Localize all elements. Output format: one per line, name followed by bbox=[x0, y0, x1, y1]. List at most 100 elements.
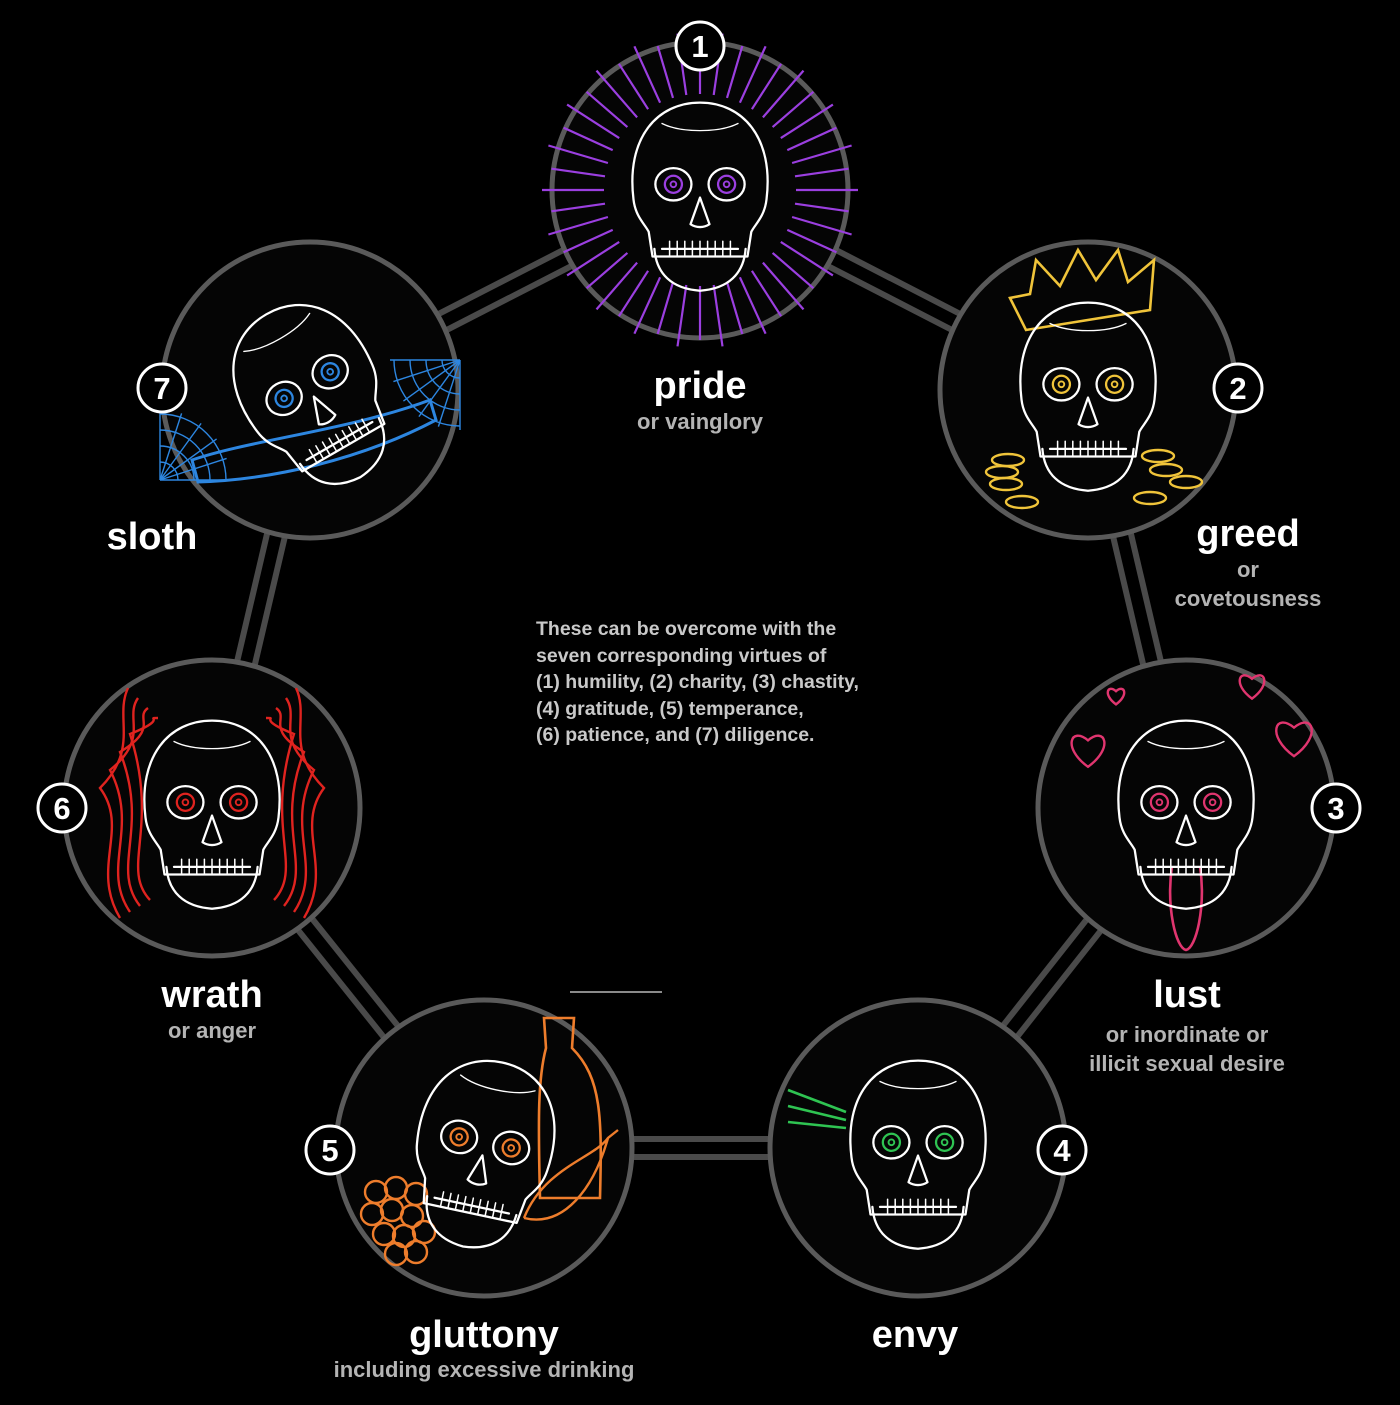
badge-number: 5 bbox=[321, 1133, 338, 1168]
cranium bbox=[143, 719, 281, 876]
coin bbox=[1148, 462, 1184, 478]
eye-socket bbox=[219, 785, 258, 820]
sin-envy: 4 bbox=[767, 997, 1088, 1299]
connector bbox=[822, 245, 966, 335]
tooth bbox=[454, 1194, 460, 1211]
flame bbox=[275, 707, 306, 907]
eye-iris bbox=[228, 792, 249, 812]
eye-iris bbox=[934, 1132, 955, 1152]
web-strand bbox=[159, 438, 218, 481]
heart bbox=[1106, 687, 1126, 706]
halo-ray bbox=[656, 45, 675, 99]
eye-iris bbox=[449, 1127, 469, 1147]
halo-ray bbox=[633, 45, 662, 104]
eye-pupil bbox=[234, 798, 243, 807]
eye-iris bbox=[175, 792, 196, 812]
sin-subtitle-line: or vainglory bbox=[637, 409, 763, 434]
virtues-note-line: (1) humility, (2) charity, (3) chastity, bbox=[536, 671, 859, 693]
sin-name-sloth: sloth bbox=[106, 516, 198, 558]
eye-pupil bbox=[181, 798, 190, 807]
tooth bbox=[484, 1200, 489, 1217]
halo-ray bbox=[617, 270, 650, 317]
halo-ray bbox=[585, 90, 629, 128]
badge-number: 6 bbox=[53, 791, 70, 826]
nasal-cavity bbox=[907, 1154, 929, 1187]
eye-iris bbox=[716, 174, 737, 194]
web-ring bbox=[159, 461, 179, 481]
number-badge-6: 6 bbox=[36, 782, 88, 834]
badge-ring bbox=[304, 1124, 356, 1176]
halo-ray bbox=[617, 63, 650, 110]
eye-socket bbox=[265, 380, 303, 417]
web-strand bbox=[402, 359, 461, 402]
halo-ray bbox=[750, 270, 783, 317]
connector bbox=[432, 245, 578, 335]
connector bbox=[628, 1136, 774, 1160]
badge-number: 1 bbox=[691, 29, 708, 64]
tooth bbox=[354, 422, 364, 437]
web-ring bbox=[159, 445, 195, 481]
eye-socket bbox=[654, 167, 693, 202]
coin bbox=[1168, 474, 1204, 490]
cranium bbox=[415, 1059, 556, 1225]
halo-ray bbox=[794, 167, 849, 178]
web-ring bbox=[159, 429, 211, 481]
sin-sloth: 7 bbox=[136, 239, 461, 541]
suture bbox=[1049, 322, 1127, 332]
suture bbox=[1147, 740, 1225, 750]
skull bbox=[1117, 719, 1255, 910]
nasal-cavity bbox=[1175, 814, 1197, 847]
eye-socket bbox=[1095, 367, 1134, 402]
badge-ring bbox=[136, 362, 188, 414]
halo-ray bbox=[738, 45, 767, 104]
sin-ring bbox=[61, 657, 363, 959]
cranium bbox=[1019, 301, 1157, 458]
badge-number: 7 bbox=[153, 371, 170, 406]
halo-ray bbox=[771, 90, 815, 128]
sin-ring bbox=[159, 239, 461, 541]
virtues-note-line: (4) gratitude, (5) temperance, bbox=[536, 697, 804, 720]
halo-ray bbox=[725, 45, 744, 99]
suture bbox=[243, 312, 311, 353]
nasal-cavity bbox=[312, 395, 337, 426]
sin-name-envy: envy bbox=[871, 1314, 959, 1356]
eye-pupil bbox=[1155, 798, 1164, 807]
sin-subtitle-greed: or covetousness bbox=[1175, 555, 1322, 613]
tooth bbox=[348, 426, 358, 441]
badge-number: 3 bbox=[1327, 791, 1344, 826]
eye-socket bbox=[492, 1130, 531, 1166]
eye-iris bbox=[663, 174, 684, 194]
badge-number: 4 bbox=[1053, 1133, 1071, 1168]
eye-iris bbox=[320, 362, 340, 382]
coin bbox=[1140, 448, 1176, 464]
heart bbox=[1070, 734, 1106, 769]
jaw bbox=[165, 865, 259, 910]
grape bbox=[383, 1241, 409, 1267]
sin-name-pride: pride bbox=[653, 365, 747, 407]
eye-pupil bbox=[722, 180, 731, 189]
eye-socket bbox=[925, 1125, 964, 1160]
halo-ray bbox=[595, 261, 638, 311]
sin-ring bbox=[1035, 657, 1337, 959]
number-badge-3: 3 bbox=[1310, 782, 1362, 834]
number-badge-4: 4 bbox=[1036, 1124, 1088, 1176]
flame bbox=[294, 687, 326, 919]
halo-ray bbox=[563, 228, 614, 254]
virtues-note-line: seven corresponding virtues of bbox=[536, 644, 827, 667]
flame bbox=[98, 687, 130, 919]
glance-line bbox=[787, 1088, 847, 1114]
halo-ray bbox=[725, 281, 744, 335]
sin-pride: 1 bbox=[542, 20, 858, 347]
nasal-cavity bbox=[1077, 396, 1099, 429]
sin-subtitle-line: or anger bbox=[167, 1018, 257, 1043]
eye-pupil bbox=[455, 1133, 463, 1141]
skull bbox=[631, 101, 769, 292]
eye-pupil bbox=[1110, 380, 1119, 389]
sin-ring bbox=[767, 997, 1069, 1299]
halo-ray bbox=[566, 103, 620, 140]
connector bbox=[1109, 527, 1165, 671]
tooth bbox=[461, 1195, 467, 1213]
halo-ray bbox=[786, 228, 837, 254]
flame bbox=[284, 697, 316, 913]
eye-socket bbox=[1042, 367, 1081, 402]
